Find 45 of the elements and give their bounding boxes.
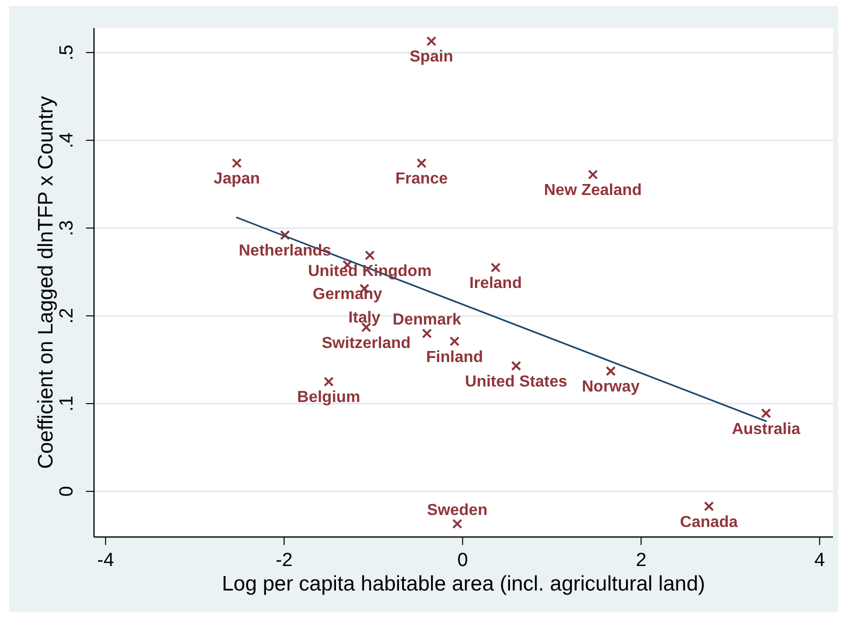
y-tick-label: .1 [56, 396, 78, 412]
x-tick-label: -2 [276, 550, 293, 572]
annotation: Belgium [297, 389, 360, 406]
annotation: Netherlands [238, 242, 332, 260]
y-tick-label: .3 [56, 220, 78, 236]
point [452, 518, 462, 529]
annotation: Denmark [392, 311, 462, 328]
annotation: Canada [680, 514, 738, 531]
annotation: New Zealand [544, 182, 642, 200]
annotation: Italy [348, 310, 381, 327]
y-axis-title: Coefficient on Lagged dlnTFP x Country [34, 96, 58, 469]
point [511, 360, 522, 371]
annotation: Switzerland [322, 334, 411, 352]
annotation: Norway [582, 378, 640, 396]
y-tick-label: 0 [56, 486, 78, 497]
point [704, 501, 714, 512]
annotation: Spain [410, 48, 454, 66]
point [422, 328, 432, 338]
x-axis-title: Log per capita habitable area (incl. agricultural land) [222, 572, 706, 596]
point [588, 170, 598, 180]
annotation: Finland [426, 348, 484, 366]
annotation: France [395, 170, 448, 188]
point [364, 250, 375, 260]
annotation: Japan [214, 170, 260, 188]
x-tick-label: -4 [97, 550, 114, 572]
annotation: Sweden [427, 502, 488, 519]
y-tick-label: .2 [56, 308, 78, 324]
x-tick-label: 4 [814, 550, 826, 572]
point [450, 336, 460, 346]
y-tick-label: .4 [56, 132, 78, 148]
point [416, 158, 427, 168]
y-tick-label: .5 [56, 44, 78, 60]
point [761, 408, 772, 418]
point [606, 366, 616, 376]
point [324, 376, 334, 387]
point [490, 262, 501, 273]
annotation: Germany [312, 286, 382, 303]
x-tick-label: 2 [636, 550, 646, 572]
annotation: Ireland [469, 275, 522, 292]
x-tick-label: 0 [457, 550, 468, 572]
point [280, 230, 290, 240]
annotation: United States [465, 373, 568, 390]
point [426, 36, 436, 46]
point [232, 158, 242, 168]
annotation: Australia [732, 420, 800, 438]
